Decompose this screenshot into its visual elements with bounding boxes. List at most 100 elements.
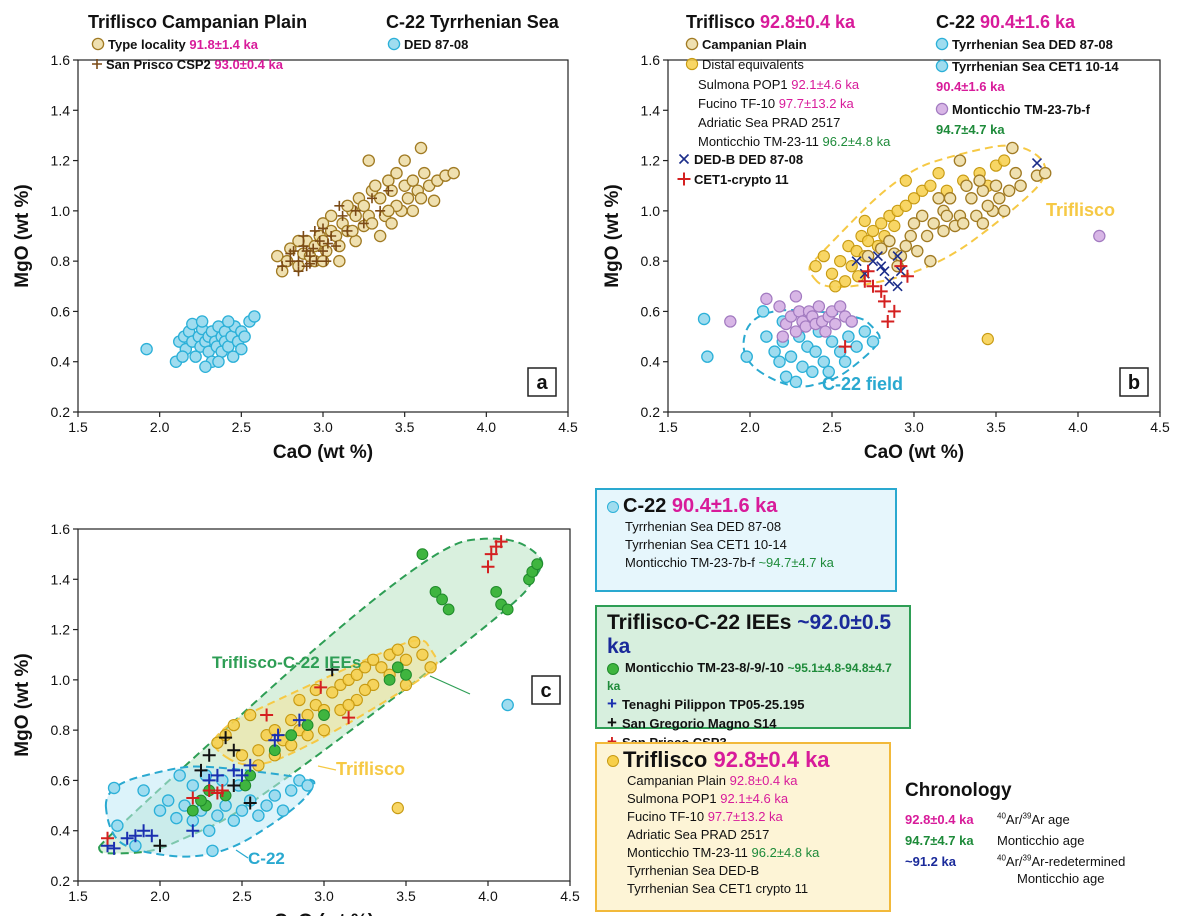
data-point [318,709,330,721]
data-point [416,548,429,561]
x-tick-label: 2.0 [150,419,170,435]
data-point [173,769,186,782]
data-point [398,154,411,167]
legend-a-entry: San Prisco CSP2 93.0±0.4 ka [106,57,284,72]
data-point [301,729,314,742]
data-point [186,791,200,805]
data-point [334,200,345,211]
legend-trif-line: Sulmona POP1 92.1±4.6 ka [627,791,789,806]
data-point [406,174,420,187]
data-point [806,365,819,379]
chron-age-redet: ~91.2 ka [905,853,956,869]
data-point [350,668,363,681]
y-tick-label: 0.8 [641,253,661,269]
data-point [501,603,514,616]
x-tick-label: 2.5 [822,419,842,435]
data-point [128,829,142,843]
data-point [292,713,306,727]
data-point [362,154,375,167]
data-point [298,231,309,241]
y-tick-label: 0.8 [51,722,71,738]
data-point [367,193,377,204]
data-point [760,292,773,306]
data-point [387,37,401,51]
data-point [427,194,441,208]
data-point [322,238,333,249]
data-point [501,698,514,712]
legend-b-entry: Distal equivalents [702,57,804,72]
data-point [301,246,312,257]
data-point [842,330,855,343]
data-point [358,683,372,697]
data-point [227,718,240,732]
y-tick-label: 1.6 [51,521,71,537]
x-tick-label: 2.0 [150,888,170,904]
data-point [321,256,332,267]
y-tick-label: 1.0 [641,203,661,219]
data-point [858,214,871,228]
field-label-triflisco: Triflisco [336,759,405,779]
data-point [447,166,460,180]
data-point [367,653,380,666]
field-label-c22: C-22 [248,849,285,868]
x-tick-label: 4.0 [1068,419,1088,435]
data-point [326,686,339,699]
legend-iee-green-dot-icon [607,662,619,675]
legend-c22-marker-icon [607,500,619,513]
data-point [333,254,346,268]
legend-box-c22: C-22 90.4±1.6 ka Tyrrhenian Sea DED 87-0… [595,488,897,592]
field-label-pointer [429,675,471,695]
legend-a-title-1: Triflisco Campanian Plain [88,12,307,32]
data-point [194,763,208,777]
data-point [677,172,691,186]
data-point [401,192,415,205]
data-point [773,355,786,368]
y-tick-label: 0.2 [641,404,661,420]
data-point [317,723,331,737]
x-tick-label: 4.5 [1150,419,1170,435]
data-point [235,804,249,817]
x-tick-label: 1.5 [68,419,88,435]
data-point [186,804,199,817]
c22-field-envelope [742,308,881,388]
x-axis-label: CaO (wt %) [864,442,964,463]
data-point [206,844,219,858]
data-point [494,535,508,549]
chron-desc-ar: 40Ar/39Ar age [997,812,1070,828]
data-point [822,365,835,379]
data-point [960,179,973,192]
data-point [866,224,880,238]
data-point [227,743,241,757]
data-point [760,330,773,343]
legend-c22-age: 90.4±1.6 ka [671,495,778,517]
panel-c: 1.5 2.0 2.5 3.0 3.5 4.0 4.5 0.2 0.4 0.6 0.8 1.0 1.2 1… [12,521,580,916]
legend-iee-mont: Monticchio TM-23-8/-9/-10 [625,660,784,675]
y-tick-label: 0.4 [641,354,661,370]
y-tick-label: 0.2 [51,404,71,420]
data-point [195,315,209,328]
data-point [399,678,413,692]
data-point [219,731,233,745]
y-tick-label: 1.4 [51,102,71,118]
series-san-prisco-csp3 [101,535,508,845]
data-point [285,739,298,752]
data-point [899,239,913,253]
data-point [429,585,442,598]
data-point [418,166,431,180]
data-point [678,153,690,165]
data-point [314,236,325,247]
legend-trif-line: Tyrrhenian Sea DED-B [627,863,760,878]
data-point [325,663,339,677]
data-point [309,225,320,236]
data-point [484,547,498,561]
data-point [292,234,305,248]
x-tick-label: 3.0 [313,419,333,435]
data-point [383,185,394,196]
data-point [697,312,711,326]
data-point [298,241,309,252]
legend-b-distal: Monticchio TM-23-11 96.2±4.8 ka [698,134,891,149]
x-tick-label: 2.0 [740,419,760,435]
data-point [235,342,248,356]
data-point [202,783,216,797]
series-san-prisco-csp2 [277,185,394,277]
